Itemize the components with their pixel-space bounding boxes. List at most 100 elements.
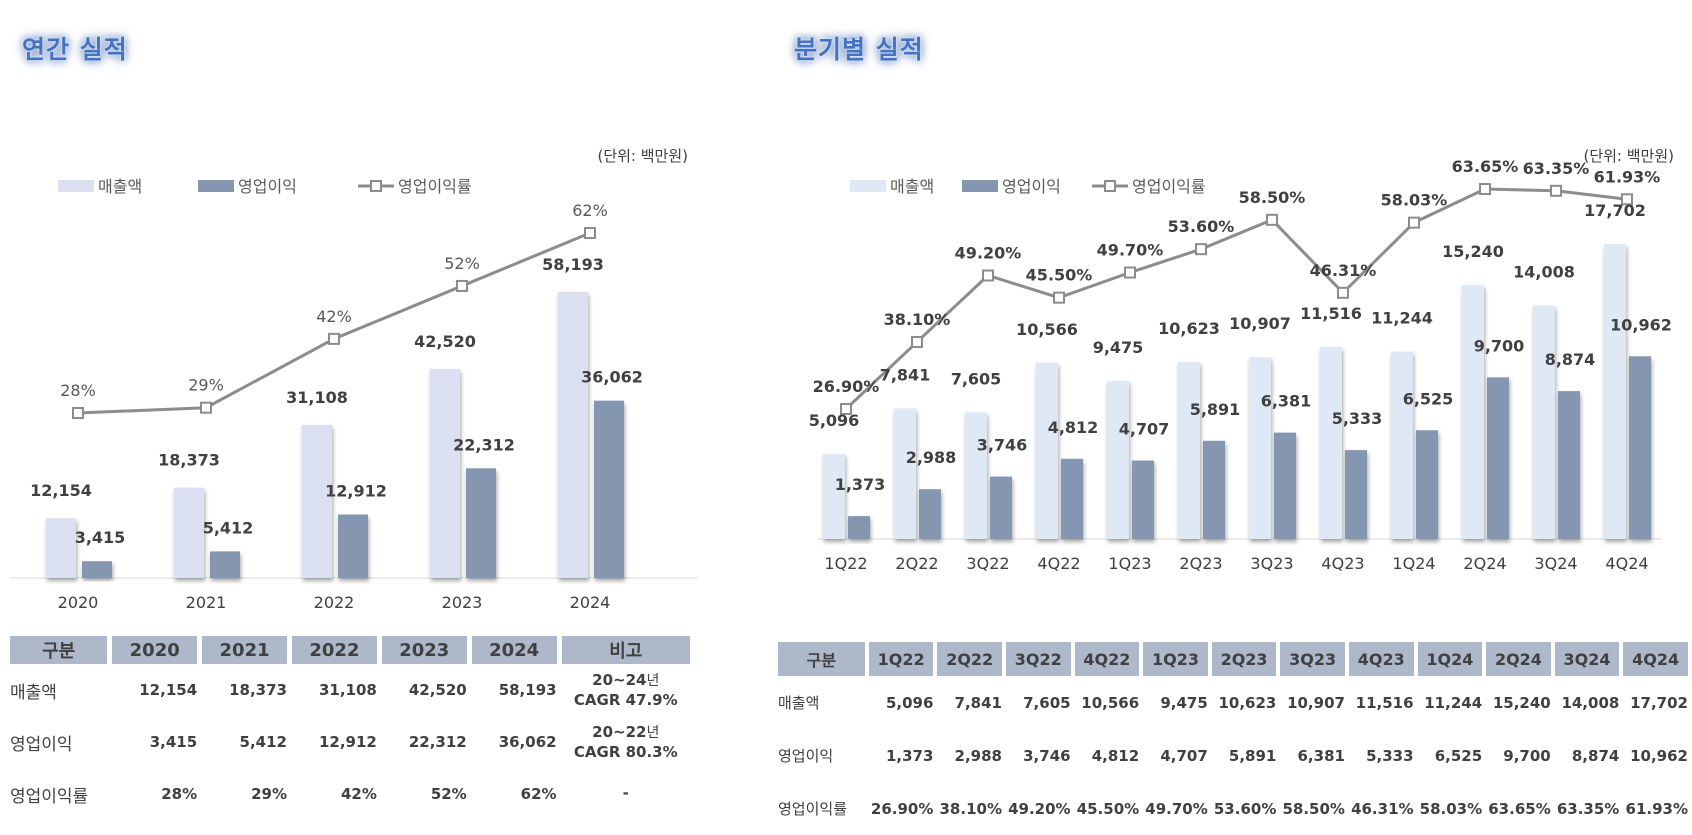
x-tick-label: 2Q22 — [895, 554, 938, 573]
label-op-margin: 61.93% — [1594, 167, 1661, 186]
table-cell: 49.70% — [1145, 799, 1208, 818]
point-op-margin — [72, 407, 84, 419]
quarterly-table-header: 구분 1Q22 2Q22 3Q22 4Q22 1Q23 2Q23 3Q23 4Q23 1Q24 2… — [778, 642, 1688, 676]
x-tick-label: 3Q24 — [1534, 554, 1577, 573]
chart-legend: 매출액 영업이익 영업이익률 — [850, 177, 1206, 196]
note-range: 20~22 — [592, 722, 647, 741]
table-header-year: 2024 — [471, 636, 557, 664]
bar-op-income — [594, 400, 624, 578]
bar-op-income — [1629, 356, 1651, 539]
x-tick-label: 4Q22 — [1037, 554, 1080, 573]
table-cell: 7,841 — [954, 693, 1002, 712]
note-cell: - — [562, 768, 690, 820]
table-header-year: 2022 — [292, 636, 377, 664]
bar-sales — [965, 412, 987, 539]
table-cell: 5,412 — [239, 733, 287, 751]
point-op-margin — [911, 335, 923, 348]
table-cell: 38.10% — [939, 799, 1002, 818]
x-tick-label: 2021 — [186, 593, 227, 612]
table-cell: 22,312 — [408, 733, 467, 751]
label-op-income: 3,746 — [977, 436, 1028, 455]
table-header-quarter: 4Q23 — [1348, 642, 1414, 676]
legend-label-op-margin: 영업이익률 — [398, 177, 472, 196]
legend-swatch-op-income — [198, 180, 234, 192]
table-cell: 12,154 — [139, 681, 198, 699]
table-cell: 14,008 — [1561, 693, 1620, 712]
bar-sales — [1391, 351, 1413, 539]
table-header-quarter: 3Q24 — [1554, 642, 1620, 676]
x-tick-label: 1Q23 — [1108, 554, 1151, 573]
table-cell: 5,333 — [1366, 746, 1414, 765]
table-cell: 26.90% — [870, 799, 934, 818]
point-op-margin — [1621, 193, 1633, 206]
table-cell: 7,605 — [1023, 693, 1071, 712]
bar-sales — [558, 291, 588, 578]
table-header-quarter: 2Q23 — [1211, 642, 1277, 676]
table-row: 영업이익 1,373 2,988 3,746 4,812 4,707 5,891 6,381 5… — [778, 729, 1688, 782]
label-op-income: 4,812 — [1048, 418, 1099, 437]
bar-sales — [1533, 305, 1555, 539]
row-label: 매출액 — [10, 682, 57, 703]
label-sales: 10,566 — [1016, 320, 1078, 339]
label-op-income: 12,912 — [325, 482, 387, 501]
point-op-margin — [200, 401, 212, 414]
table-cell: 52% — [430, 785, 467, 803]
bar-op-income — [1416, 430, 1438, 539]
quarterly-unit-label: (단위: 백만원) — [1583, 147, 1674, 165]
table-cell: 5,891 — [1228, 746, 1277, 765]
label-sales: 58,193 — [542, 255, 604, 274]
row-label: 영업이익 — [778, 747, 834, 765]
table-cell: 58,193 — [498, 681, 557, 699]
quarterly-table: 구분 1Q22 2Q22 3Q22 4Q22 1Q23 2Q23 3Q23 4Q23 1Q24 2… — [774, 642, 1692, 835]
legend-marker-op-margin — [370, 180, 382, 192]
annual-title: 연간 실적 — [22, 35, 128, 64]
line-op-margin — [844, 187, 1628, 411]
label-sales: 7,841 — [880, 365, 931, 384]
label-op-income: 22,312 — [453, 435, 515, 454]
table-cell: 62% — [520, 785, 557, 803]
bar-op-income — [1558, 391, 1580, 539]
label-op-margin: 52% — [444, 254, 480, 273]
label-op-income: 5,333 — [1332, 409, 1383, 428]
point-op-margin — [1550, 184, 1562, 197]
point-op-margin — [982, 269, 994, 282]
bar-op-income — [990, 476, 1012, 539]
table-cell: 10,907 — [1287, 693, 1345, 712]
label-sales: 17,702 — [1584, 201, 1646, 220]
x-tick-label: 2Q24 — [1463, 554, 1506, 573]
table-cell: 11,244 — [1424, 693, 1483, 712]
table-cell: 2,988 — [954, 746, 1002, 765]
label-op-income: 5,412 — [203, 518, 254, 537]
label-op-margin: 58.03% — [1381, 191, 1448, 210]
label-sales: 12,154 — [30, 481, 92, 500]
table-cell: 3,415 — [149, 733, 198, 751]
label-op-margin: 45.50% — [1026, 266, 1093, 285]
point-op-margin — [840, 403, 852, 415]
label-op-margin: 38.10% — [884, 310, 951, 329]
label-op-margin: 46.31% — [1310, 261, 1377, 280]
point-op-margin — [584, 227, 596, 239]
table-cell: 63.35% — [1556, 799, 1620, 818]
label-sales: 10,623 — [1158, 319, 1220, 338]
table-cell: 63.65% — [1488, 799, 1551, 818]
label-sales: 31,108 — [286, 388, 348, 407]
annual-table-header: 구분 2020 2021 2022 2023 2024 비고 — [10, 636, 690, 664]
row-label: 매출액 — [778, 694, 820, 712]
label-op-margin: 63.65% — [1452, 157, 1519, 176]
legend-marker-op-margin — [1104, 180, 1116, 192]
bar-sales — [1107, 381, 1129, 539]
point-op-margin — [1479, 183, 1491, 195]
annual-panel: 연간 실적 (단위: 백만원) 매출액 영업이익 영업이익률 2020 2021 2022… — [0, 0, 700, 834]
bar-op-income — [210, 551, 240, 578]
label-op-margin: 49.20% — [955, 244, 1022, 263]
x-tick-label: 3Q23 — [1250, 554, 1293, 573]
label-op-income: 3,415 — [75, 528, 126, 547]
point-op-margin — [1195, 243, 1207, 256]
table-header-note: 비고 — [561, 636, 690, 664]
note-suffix: 년 — [646, 724, 660, 741]
x-tick-label: 2024 — [570, 593, 611, 612]
legend-label-op-margin: 영업이익률 — [1132, 177, 1206, 196]
legend-label-op-income: 영업이익 — [238, 177, 297, 196]
label-op-margin: 63.35% — [1523, 159, 1590, 178]
row-label: 영업이익 — [10, 734, 73, 755]
